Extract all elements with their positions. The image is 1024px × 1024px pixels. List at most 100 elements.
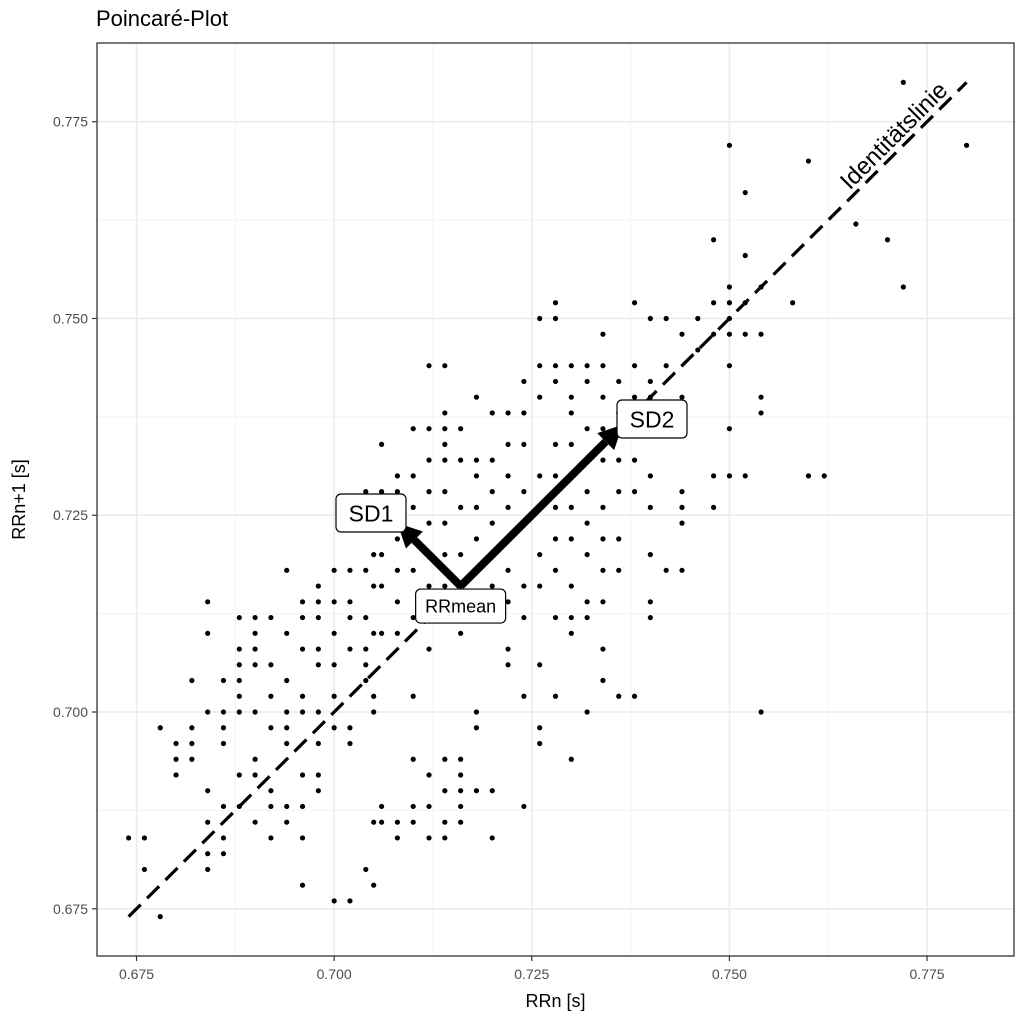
data-point bbox=[426, 583, 432, 589]
data-point bbox=[236, 662, 242, 668]
data-point bbox=[647, 599, 653, 605]
data-point bbox=[426, 772, 432, 778]
data-point bbox=[584, 520, 590, 526]
x-axis-title: RRn [s] bbox=[525, 991, 585, 1011]
data-point bbox=[458, 630, 464, 636]
data-point bbox=[378, 489, 385, 495]
sd1-label-box bbox=[335, 493, 407, 533]
data-point bbox=[505, 441, 511, 448]
data-point bbox=[568, 363, 574, 369]
data-point bbox=[426, 803, 432, 810]
data-point bbox=[410, 693, 416, 699]
y-tick-label: 0.750 bbox=[53, 310, 88, 326]
data-point bbox=[442, 426, 448, 432]
data-point bbox=[600, 504, 606, 510]
data-point bbox=[252, 772, 258, 778]
data-point bbox=[568, 504, 574, 510]
data-point bbox=[331, 599, 337, 605]
data-point bbox=[205, 851, 211, 857]
rrmean-label: RRmean bbox=[415, 588, 507, 624]
data-point bbox=[299, 882, 306, 888]
data-point bbox=[315, 614, 321, 621]
data-point bbox=[521, 489, 527, 495]
data-point bbox=[552, 693, 559, 699]
data-point bbox=[299, 693, 306, 699]
data-point bbox=[521, 693, 527, 699]
data-point bbox=[679, 504, 685, 510]
data-point bbox=[268, 835, 274, 841]
data-point bbox=[505, 410, 511, 416]
data-point bbox=[616, 457, 622, 463]
data-point bbox=[363, 567, 369, 573]
data-point bbox=[900, 284, 906, 290]
data-point bbox=[268, 803, 274, 810]
data-point bbox=[568, 630, 574, 636]
data-point bbox=[299, 835, 306, 841]
data-point bbox=[505, 646, 511, 652]
x-tick-label: 0.775 bbox=[910, 966, 945, 982]
data-point bbox=[252, 630, 258, 636]
data-point bbox=[426, 520, 432, 526]
data-point bbox=[284, 819, 290, 825]
data-point bbox=[552, 473, 559, 479]
data-point bbox=[236, 709, 242, 715]
data-point bbox=[537, 662, 543, 668]
data-point bbox=[489, 457, 495, 463]
data-point bbox=[284, 630, 290, 636]
sd2-label-text: SD2 bbox=[630, 406, 675, 432]
data-point bbox=[220, 835, 227, 841]
data-point bbox=[371, 693, 377, 699]
sd1-label-text: SD1 bbox=[349, 500, 394, 526]
data-point bbox=[442, 835, 448, 841]
data-point bbox=[426, 457, 432, 463]
data-point bbox=[394, 630, 400, 636]
data-point bbox=[568, 614, 574, 621]
sd2-arrow bbox=[457, 424, 623, 589]
data-point bbox=[600, 646, 606, 652]
data-point bbox=[489, 835, 495, 841]
data-point bbox=[647, 614, 653, 621]
data-point bbox=[220, 725, 227, 731]
data-point bbox=[568, 756, 574, 762]
data-point bbox=[489, 520, 495, 526]
data-point bbox=[331, 693, 337, 699]
data-point bbox=[726, 426, 733, 432]
data-point bbox=[363, 614, 369, 621]
data-point bbox=[173, 756, 179, 762]
data-point bbox=[458, 504, 464, 510]
data-point bbox=[347, 614, 353, 621]
y-tick-label: 0.725 bbox=[53, 507, 88, 523]
data-point bbox=[252, 819, 258, 825]
data-point bbox=[442, 583, 448, 589]
data-point bbox=[663, 315, 669, 322]
data-point bbox=[315, 788, 321, 794]
data-point bbox=[473, 504, 480, 510]
data-point bbox=[284, 725, 290, 731]
data-point bbox=[331, 567, 337, 573]
data-point bbox=[489, 788, 495, 794]
data-point bbox=[236, 677, 242, 684]
data-point bbox=[426, 426, 432, 432]
data-point bbox=[900, 79, 906, 85]
data-point bbox=[410, 819, 416, 825]
data-point bbox=[458, 772, 464, 778]
data-point bbox=[363, 646, 369, 652]
data-point bbox=[252, 614, 258, 621]
data-point bbox=[711, 473, 717, 479]
data-point bbox=[347, 740, 353, 747]
data-point bbox=[663, 567, 669, 573]
data-point bbox=[758, 410, 764, 416]
data-point bbox=[552, 614, 559, 621]
data-point bbox=[695, 315, 701, 322]
data-point bbox=[205, 866, 211, 873]
data-point bbox=[442, 363, 448, 369]
data-point bbox=[647, 504, 653, 510]
data-point bbox=[742, 473, 748, 479]
y-tick-label: 0.700 bbox=[53, 704, 88, 720]
data-point bbox=[299, 709, 306, 715]
data-point bbox=[584, 551, 590, 558]
sd2-label-box bbox=[616, 399, 688, 439]
data-point bbox=[552, 315, 559, 322]
data-point bbox=[378, 551, 385, 558]
data-point bbox=[742, 189, 748, 196]
